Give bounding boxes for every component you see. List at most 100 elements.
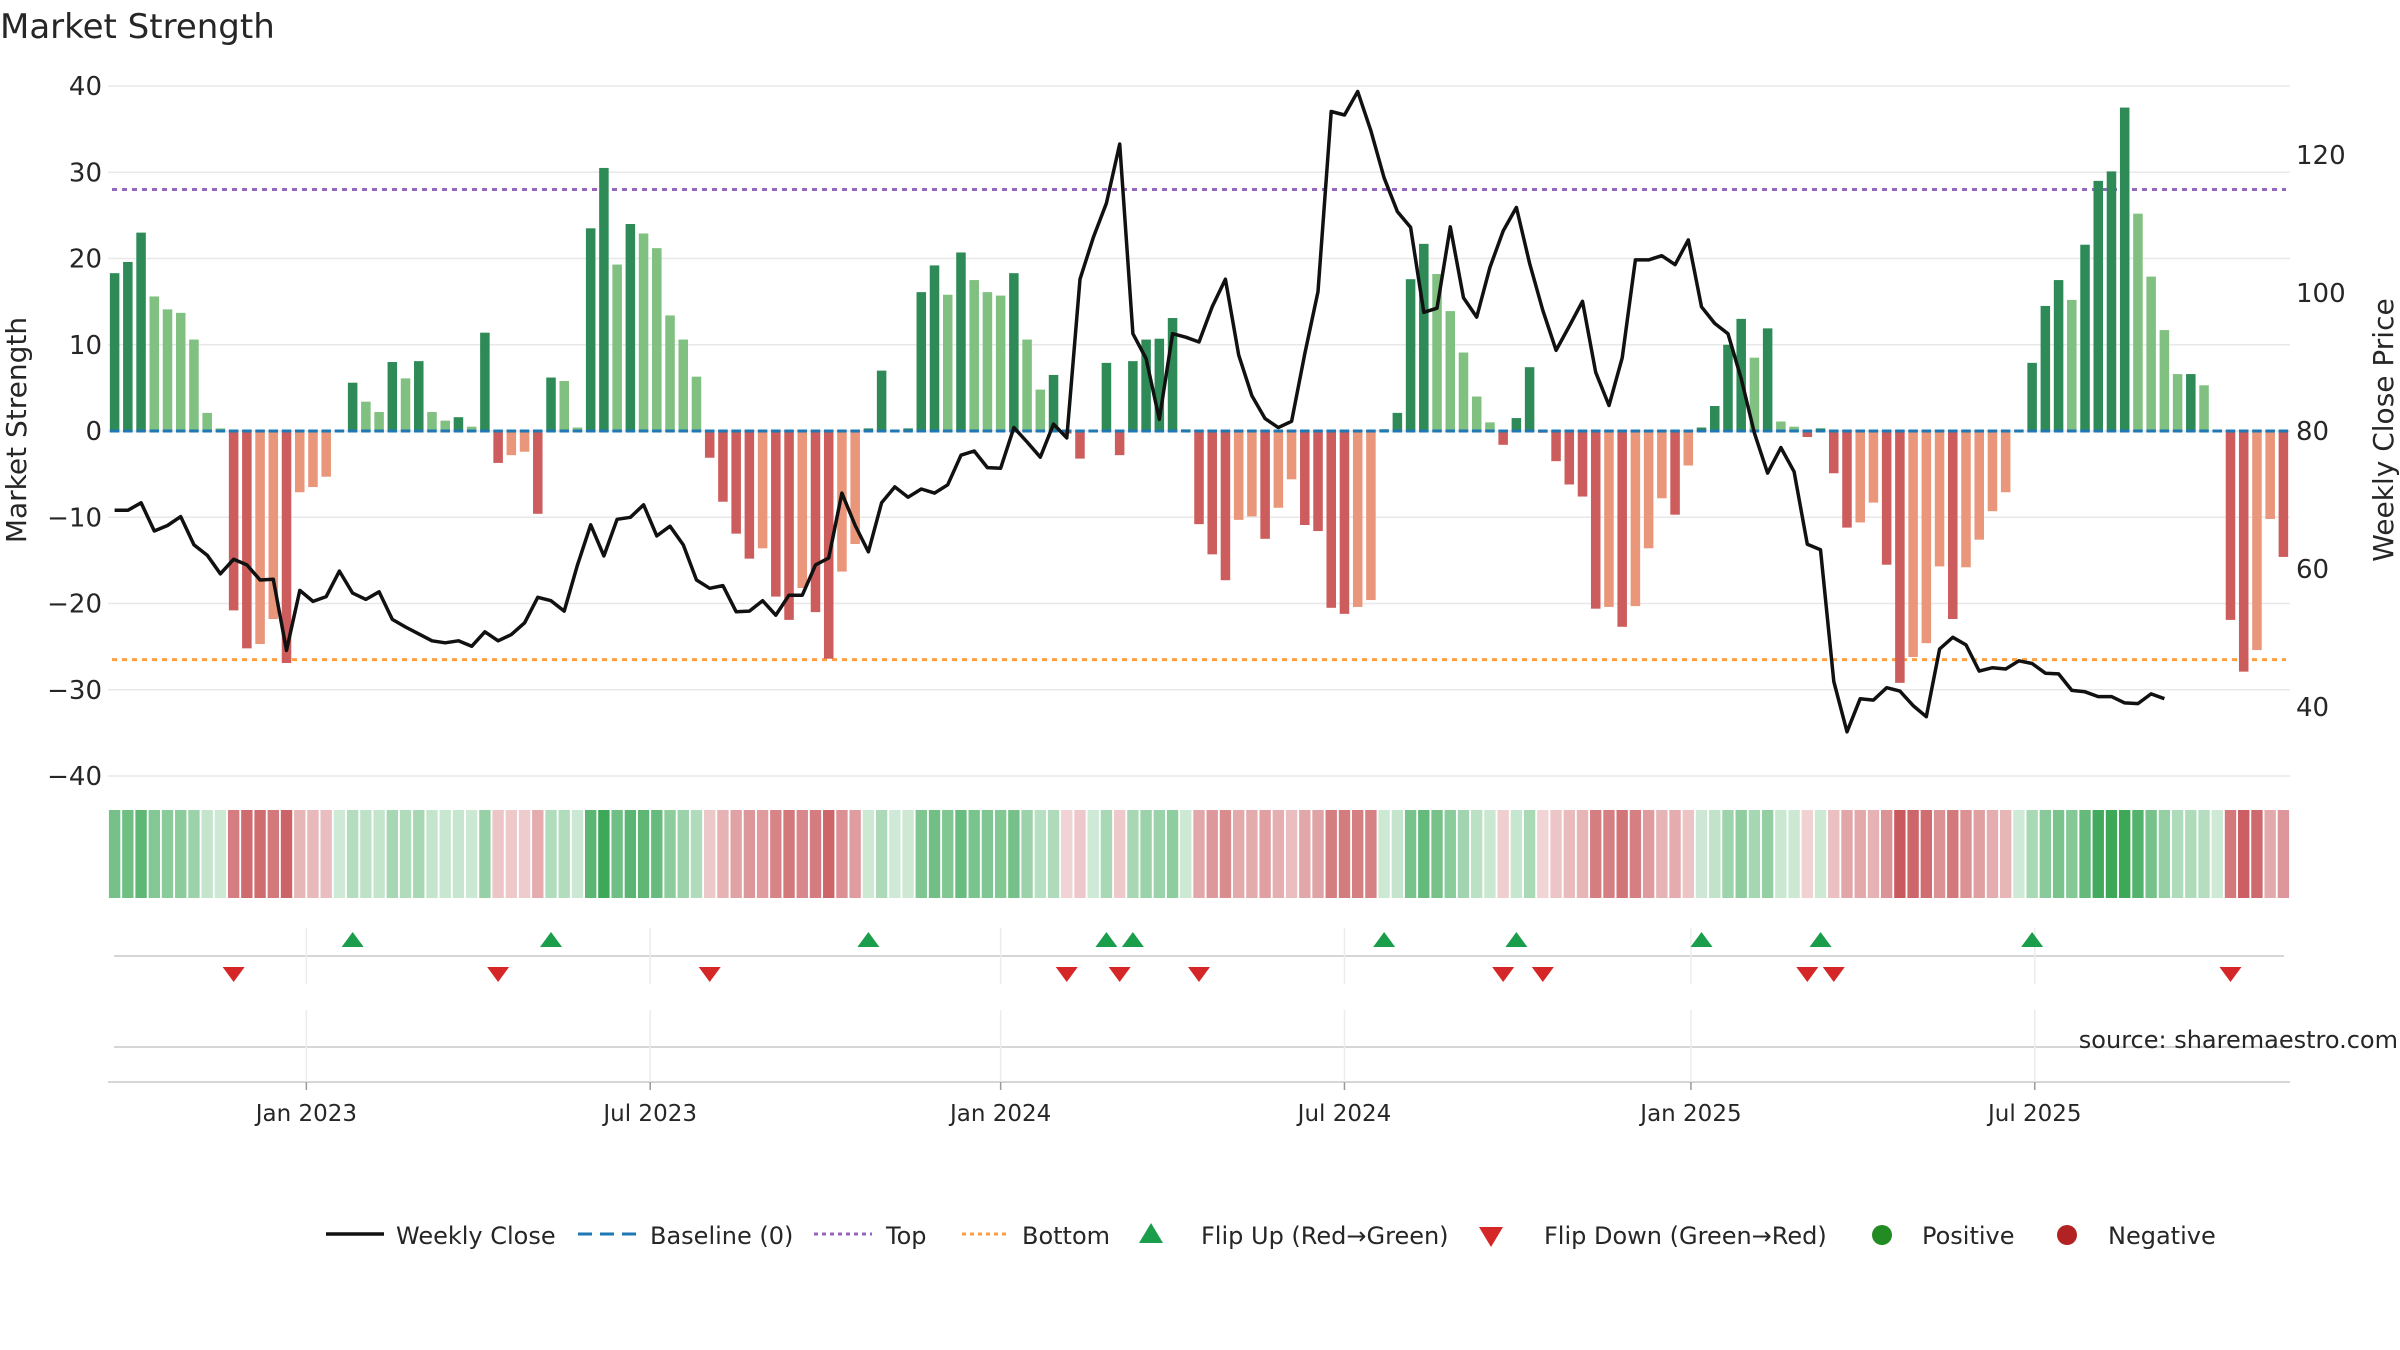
regime-cell: [1338, 810, 1351, 898]
regime-cell: [849, 810, 861, 898]
regime-cell: [479, 810, 491, 898]
regime-cell: [1550, 810, 1562, 898]
regime-cell: [1047, 810, 1060, 898]
regime-cell: [1352, 810, 1364, 898]
strength-bar: [255, 431, 265, 645]
strength-bar: [242, 431, 252, 649]
strength-bar: [757, 431, 768, 549]
strength-bar: [1657, 431, 1667, 499]
regime-cell: [518, 810, 531, 898]
regime-cell: [254, 810, 266, 898]
strength-bar: [797, 431, 808, 588]
regime-cell: [1735, 810, 1747, 898]
strength-bar: [1683, 431, 1694, 466]
regime-cell: [2145, 810, 2157, 898]
regime-cell: [1999, 810, 2012, 898]
y-tick-label: −30: [47, 676, 102, 706]
regime-cell: [809, 810, 822, 898]
regime-cell: [2198, 810, 2210, 898]
legend-weekly-close: Weekly Close: [396, 1222, 556, 1250]
strength-bar: [1419, 243, 1429, 431]
strength-bar: [2093, 180, 2104, 431]
strength-bar: [1220, 431, 1231, 581]
strength-bar: [969, 280, 979, 431]
strength-bar: [1630, 431, 1641, 607]
strength-bar: [2238, 431, 2249, 672]
flip-down-marker: [1492, 967, 1515, 982]
y-tick-label: 30: [69, 158, 102, 188]
regime-cell: [624, 810, 637, 898]
strength-bar: [784, 431, 794, 620]
strength-bar: [1022, 339, 1032, 431]
flip-panel: [108, 928, 2290, 1083]
y-tick-label: −40: [47, 762, 102, 792]
strength-bar: [1194, 431, 1204, 525]
regime-cell: [1867, 810, 1880, 898]
regime-cell: [690, 810, 703, 898]
strength-bar: [691, 376, 702, 431]
legend-negative-marker: [2057, 1225, 2077, 1245]
regime-cell: [1537, 810, 1549, 898]
y-axis-ticks: 40 30 20 10 0 −10 −20 −30 −40: [47, 72, 102, 792]
regime-cell: [492, 810, 504, 898]
strength-bar: [2265, 431, 2275, 519]
strength-bar: [1128, 361, 1138, 431]
strength-bar: [744, 431, 755, 559]
regime-cell: [1576, 810, 1589, 898]
strength-bar: [810, 431, 821, 613]
legend-top: Top: [885, 1222, 927, 1250]
strength-bar: [1762, 328, 1773, 431]
regime-cell: [1418, 810, 1430, 898]
strength-bar: [1776, 421, 1786, 431]
regime-cell: [875, 810, 888, 898]
regime-cell: [1166, 810, 1179, 898]
regime-cell: [1471, 810, 1483, 898]
regime-cell: [1603, 810, 1615, 898]
strength-bar: [1048, 374, 1059, 431]
strength-bar: [2040, 305, 2051, 431]
regime-cell: [1061, 810, 1073, 898]
legend-flip-up-marker: [1139, 1223, 1163, 1243]
regime-cell: [1920, 810, 1933, 898]
regime-cell: [1127, 810, 1139, 898]
strength-bar: [440, 420, 450, 431]
regime-cell: [558, 810, 570, 898]
strength-bar: [268, 431, 279, 620]
regime-cell: [836, 810, 848, 898]
regime-cell: [902, 810, 914, 898]
strength-bar: [1471, 396, 1482, 431]
regime-cell: [1272, 810, 1285, 898]
regime-cell: [756, 810, 769, 898]
y-tick-label: −20: [47, 590, 102, 620]
regime-cell: [664, 810, 676, 898]
regime-cell: [2211, 810, 2223, 898]
regime-cell: [704, 810, 716, 898]
regime-cell: [968, 810, 980, 898]
strength-bar: [361, 401, 371, 431]
strength-bar: [2146, 276, 2156, 431]
regime-cell: [465, 810, 478, 898]
strength-bar: [678, 339, 689, 431]
regime-cell: [307, 810, 319, 898]
regime-cell: [122, 810, 134, 898]
x-tick-label: Jan 2024: [948, 1101, 1051, 1127]
regime-cell: [1021, 810, 1033, 898]
regime-cell: [1775, 810, 1787, 898]
regime-cell: [1616, 810, 1628, 898]
regime-cell: [1590, 810, 1602, 898]
regime-cell: [1510, 810, 1523, 898]
regime-cell: [2224, 810, 2237, 898]
y2-axis-label: Weekly Close Price: [2367, 298, 2400, 561]
strength-bar: [427, 412, 437, 431]
strength-bar: [2067, 299, 2077, 431]
regime-cell: [571, 810, 584, 898]
strength-bar: [1749, 357, 1760, 431]
regime-cell: [1325, 810, 1337, 898]
source-note: source: sharemaestro.com: [2079, 1026, 2398, 1054]
regime-cell: [1523, 810, 1536, 898]
strength-bar: [1300, 431, 1310, 526]
regime-cell: [955, 810, 967, 898]
strength-bar: [731, 431, 741, 534]
regime-cell: [2013, 810, 2025, 898]
regime-cell: [2066, 810, 2078, 898]
